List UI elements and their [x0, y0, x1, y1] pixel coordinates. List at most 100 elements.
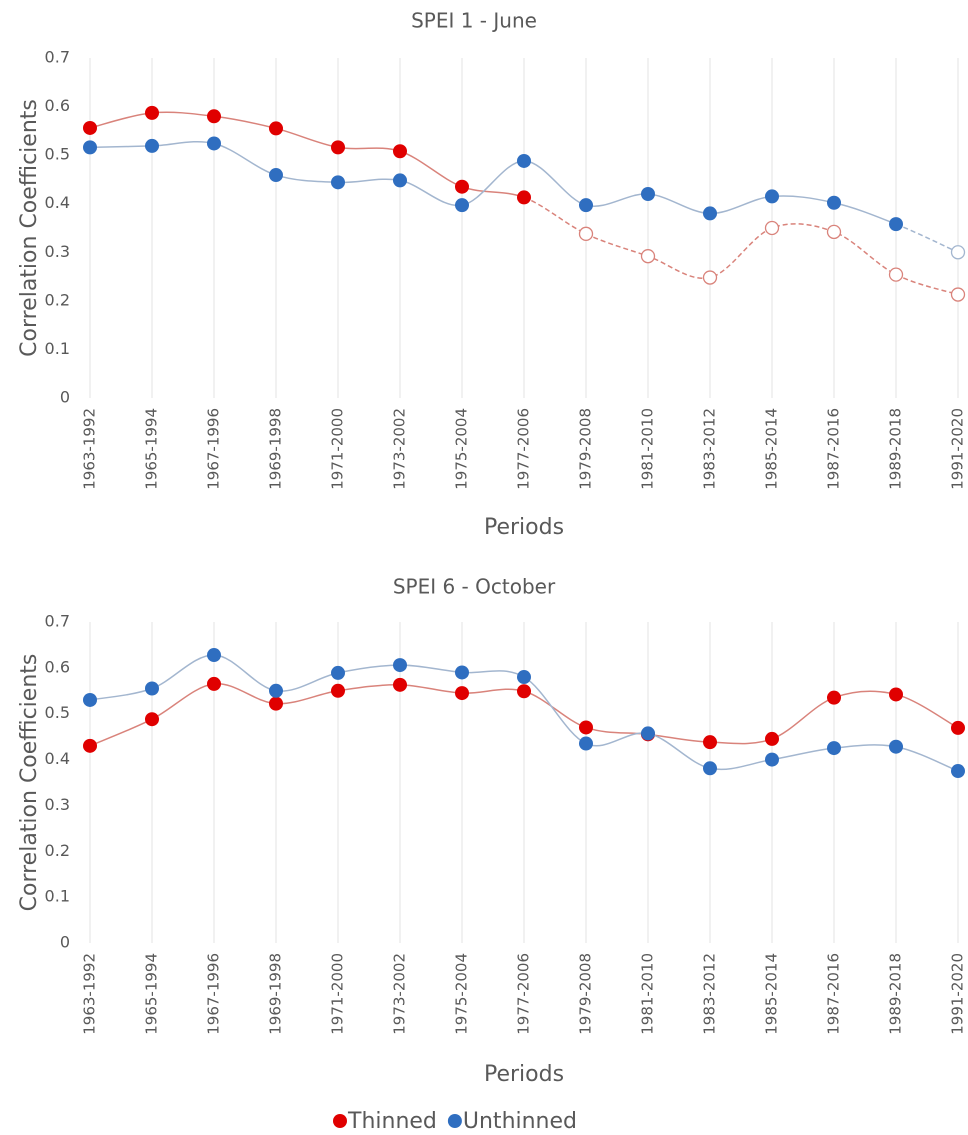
y-tick-label: 0.6 [45, 96, 70, 115]
x-tick-label: 1967-1996 [205, 953, 223, 1035]
y-tick-label: 0 [60, 933, 70, 952]
y-tick-label: 0.6 [45, 657, 70, 676]
data-point [889, 739, 903, 754]
x-tick-label: 1983-2012 [701, 408, 719, 490]
y-tick-label: 0.5 [45, 703, 70, 722]
data-point [579, 736, 593, 751]
x-tick-label: 1965-1994 [143, 953, 161, 1035]
data-point [641, 726, 655, 741]
data-point [207, 109, 221, 124]
data-point [393, 658, 407, 673]
data-point [765, 731, 779, 746]
y-tick-label: 0.5 [45, 145, 70, 164]
data-point [455, 665, 469, 680]
y-tick-label: 0.4 [45, 749, 70, 768]
x-tick-label: 1991-2020 [949, 408, 967, 490]
chart-title: SPEI 6 - October [393, 575, 556, 599]
data-point [517, 684, 531, 699]
x-tick-label: 1991-2020 [949, 953, 967, 1035]
data-point [889, 217, 903, 232]
x-tick-label: 1987-2016 [825, 953, 843, 1035]
y-tick-label: 0.1 [45, 339, 70, 358]
data-point [83, 738, 97, 753]
x-tick-label: 1975-2004 [453, 953, 471, 1035]
data-point [764, 220, 780, 236]
data-point [640, 249, 656, 264]
x-tick-label: 1969-1998 [267, 953, 285, 1035]
data-point [145, 712, 159, 727]
data-point [269, 121, 283, 136]
series-line [89, 140, 897, 225]
x-tick-label: 1989-2018 [887, 953, 905, 1035]
data-point [888, 267, 904, 282]
x-tick-label: 1979-2008 [577, 953, 595, 1035]
data-point [703, 206, 717, 221]
data-point [145, 105, 159, 120]
data-point [827, 195, 841, 210]
x-tick-label: 1971-2000 [329, 953, 347, 1035]
x-tick-label: 1967-1996 [205, 408, 223, 490]
data-point [331, 140, 345, 155]
x-tick-label: 1965-1994 [143, 408, 161, 490]
x-tick-label: 1987-2016 [825, 408, 843, 490]
x-tick-label: 1963-1992 [81, 953, 99, 1035]
x-axis-title: Periods [484, 515, 564, 540]
series-line [895, 223, 959, 253]
data-point [951, 764, 965, 779]
x-tick-label: 1981-2010 [639, 953, 657, 1035]
data-point [269, 168, 283, 183]
data-point [393, 677, 407, 692]
data-point [889, 687, 903, 702]
y-tick-label: 0 [60, 388, 70, 407]
x-tick-label: 1971-2000 [329, 408, 347, 490]
data-point [579, 720, 593, 735]
y-tick-label: 0.2 [45, 841, 70, 860]
data-point [641, 187, 655, 201]
data-point [455, 179, 469, 194]
data-point [578, 226, 594, 241]
legend-label: Thinned [347, 1109, 437, 1134]
data-point [517, 153, 531, 168]
x-tick-label: 1977-2006 [515, 953, 533, 1035]
data-point [269, 696, 283, 711]
y-tick-label: 0.3 [45, 795, 70, 814]
x-tick-label: 1969-1998 [267, 408, 285, 490]
data-point [827, 741, 841, 756]
legend-label: Unthinned [463, 1109, 577, 1134]
x-tick-label: 1977-2006 [515, 408, 533, 490]
data-point [207, 676, 221, 691]
data-point [145, 681, 159, 696]
data-point [331, 683, 345, 698]
data-point [269, 683, 283, 698]
y-axis-title: Correlation Coefficients [17, 99, 42, 357]
data-point [765, 189, 779, 204]
data-point [703, 735, 717, 750]
x-tick-label: 1983-2012 [701, 953, 719, 1035]
data-point [826, 224, 842, 240]
data-point [83, 692, 97, 707]
data-point [702, 270, 718, 285]
data-point [207, 648, 221, 663]
data-point [517, 190, 531, 205]
x-tick-label: 1985-2014 [763, 953, 781, 1035]
y-tick-label: 0.7 [45, 48, 70, 67]
y-tick-label: 0.3 [45, 242, 70, 261]
data-point [950, 245, 966, 260]
data-point [455, 686, 469, 701]
data-point [579, 198, 593, 213]
data-point [331, 665, 345, 680]
x-tick-label: 1973-2002 [391, 408, 409, 490]
x-tick-label: 1963-1992 [81, 408, 99, 490]
x-tick-label: 1973-2002 [391, 953, 409, 1035]
series-line [523, 196, 959, 296]
data-point [83, 140, 97, 155]
y-tick-label: 0.4 [45, 193, 70, 212]
data-point [703, 761, 717, 776]
data-point [393, 173, 407, 188]
data-point [83, 120, 97, 135]
data-point [145, 138, 159, 153]
data-point [950, 287, 966, 302]
data-point [517, 670, 531, 685]
